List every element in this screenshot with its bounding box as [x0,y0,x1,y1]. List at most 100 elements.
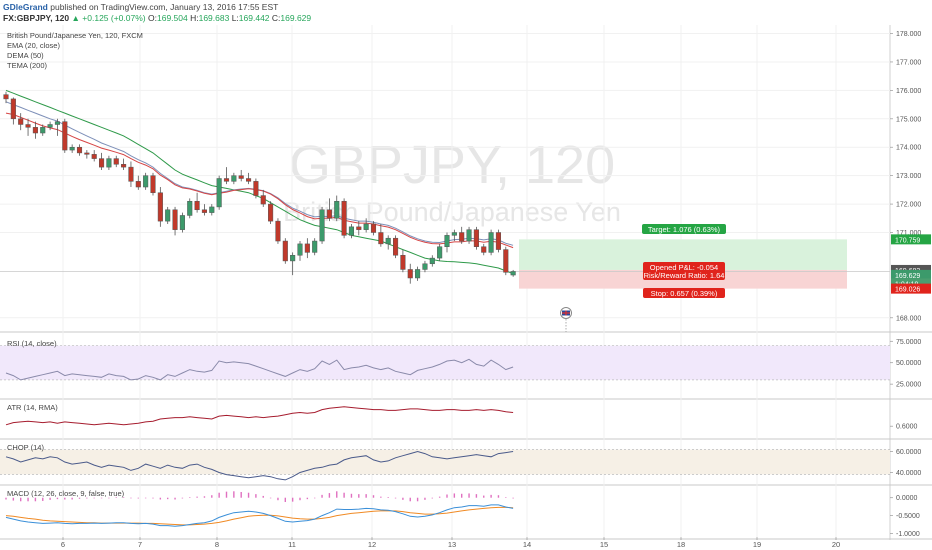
macd-histogram-bar [336,491,338,498]
candle-body [84,152,90,155]
macd-histogram-bar [505,497,507,498]
time-axis-label: 18 [677,540,685,549]
macd-histogram-bar [291,497,294,502]
macd-histogram-bar [247,492,250,498]
ohlc-header: FX:GBPJPY, 120 ▲ +0.125 (+0.07%) O:169.5… [3,13,311,23]
macd-histogram-bar [167,497,169,500]
macd-histogram-bar [438,496,441,498]
candle-body [47,124,53,128]
candle-body [459,232,465,242]
macd-histogram-bar [365,494,367,498]
macd-histogram-bar [343,492,345,498]
high-value: 169.683 [198,13,230,23]
candle-body [393,237,399,256]
indicator-panes: 75.0000 50.0000 25.0000 0.6000 60.0000 40.000… [0,339,921,538]
rsi-axis-label: 50.0000 [896,360,921,367]
macd-histogram-bar [225,491,228,498]
candle-body [223,178,230,182]
macd-histogram-bar [372,495,375,498]
symbol-label[interactable]: FX:GBPJPY, 120 [3,13,70,23]
macd-histogram-bar [394,497,397,499]
candle-body [69,146,75,151]
candle-body [40,127,46,134]
macd-histogram-bar [12,497,15,501]
price-change: ▲ +0.125 (+0.07%) [71,13,146,23]
moving-averages [5,89,514,275]
macd-title: MACD (12, 26, close, 9, false, true) [7,489,125,498]
legend-ema: EMA (20, close) [7,41,60,50]
candle-body [238,175,244,179]
price-axis-label: 178.000 [896,31,921,38]
macd-histogram-bar [240,492,242,498]
candle-body [290,255,296,262]
macd-histogram-bar [218,492,220,498]
candle-body [216,178,222,208]
tema-line [5,89,514,275]
candle-body [378,232,384,245]
candle-body [297,243,303,256]
macd-histogram-bar [255,494,257,498]
candle-body [165,209,171,222]
rsi-line [5,358,514,381]
price-axis-label: 177.000 [896,59,921,66]
macd-histogram-bar [387,497,389,498]
target-label: Target: 1.076 (0.63%) [648,225,721,234]
macd-histogram-bar [144,497,147,499]
macd-histogram-bar [490,494,492,498]
candlestick-series[interactable] [3,91,516,284]
price-axis-label: 171.000 [896,230,921,237]
open-label: O: [148,13,157,23]
candle-body [209,206,215,213]
candle-body [91,154,97,159]
candle-body [121,164,127,168]
close-value: 169.629 [280,13,312,23]
candle-body [385,237,391,245]
macd-histogram-bar [380,496,382,498]
candle-body [54,121,61,125]
time-axis[interactable]: 6 7 8 11 12 13 14 15 18 19 20 [61,537,840,549]
price-axis-label: 174.000 [896,145,921,152]
macd-histogram-bar [152,497,154,499]
macd-histogram-bar [71,497,73,500]
macd-line [5,504,514,527]
macd-histogram-bar [350,493,353,498]
macd-histogram-bar [159,497,162,500]
macd-histogram-bar [358,494,360,498]
macd-histogram-bar [86,497,88,499]
macd-histogram-bar [446,494,448,498]
macd-histogram-bar [34,497,37,502]
candle-body [106,158,112,168]
last-price-tag-bg [891,269,931,280]
candle-body [32,127,38,134]
candle-body [246,178,252,182]
chop-axis-label: 60.0000 [896,449,921,456]
macd-histogram-bar [431,497,433,499]
stop-price-tag-bg [891,283,931,294]
candle-body [113,158,119,165]
candle-body [429,257,435,265]
price-axis-label: 172.000 [896,202,921,209]
publisher-link[interactable]: GDleGrand [3,2,48,12]
candle-body [488,232,494,253]
macd-histogram-bar [328,493,331,498]
candle-body [25,124,31,128]
time-axis-label: 11 [288,540,296,549]
low-value: 169.442 [238,13,270,23]
candle-body [348,226,354,236]
macd-histogram-bar [174,497,176,500]
candle-body [282,240,288,262]
time-axis-label: 20 [832,540,840,549]
macd-histogram-bar [483,495,485,498]
candle-body [415,269,421,279]
candle-body [451,232,457,236]
candle-body [495,232,501,250]
macd-histogram-bar [203,496,206,498]
candle-body [157,192,163,222]
atr-title: ATR (14, RMA) [7,403,58,412]
target-label-bg [642,224,726,234]
target-price-tag: 170.759 [895,237,920,244]
macd-histogram-bar [137,497,139,499]
ema-line [5,112,514,249]
price-axis[interactable]: 178.000 177.000 176.000 175.000 174.000 173.0… [890,31,931,322]
